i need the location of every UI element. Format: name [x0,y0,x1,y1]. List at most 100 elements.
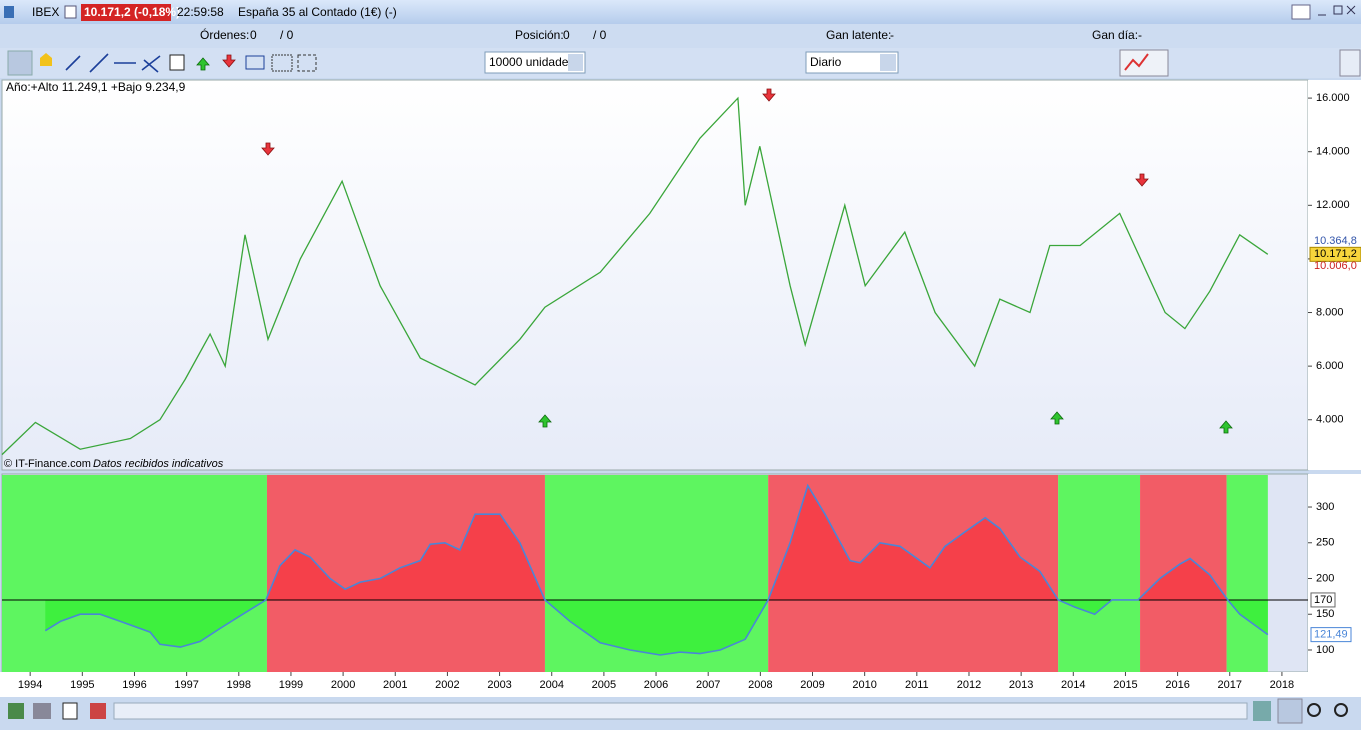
day-label: Gan día: [1092,28,1138,42]
source-note: Datos recibidos indicativos [93,458,224,470]
x-tick-label: 2016 [1165,679,1189,691]
last-label: 121,49 [1314,629,1348,641]
orders-pending: / 0 [280,28,294,42]
zoom-auto[interactable] [1277,698,1303,724]
chart-0: 4.0006.0008.00010.00012.00014.00016.0001… [1,92,1361,456]
source: © IT-Finance.com [4,458,91,470]
price-panel [1,79,1309,471]
zoom-in[interactable] [1334,703,1348,717]
quantity-select[interactable] [484,51,586,74]
position: 0 [563,28,570,42]
time: 22:59:58 [177,5,224,19]
latent-label: Gan latente: [826,28,891,42]
x-tick-label: 2017 [1218,679,1242,691]
region [2,475,267,672]
systems-button[interactable] [90,703,106,719]
window-control-icons [1318,5,1356,16]
list-button[interactable] [62,702,78,720]
x-tick-label: 2011 [905,679,929,691]
x-tick-label: 1994 [18,679,42,691]
y-tick-label: 100 [1316,644,1334,656]
chart-type-button[interactable] [1119,49,1169,77]
rect-tool[interactable] [245,55,265,70]
period: Diario [810,55,842,69]
export-button[interactable] [8,703,24,719]
x-axis-band [0,672,1361,697]
quote: 10.171,2 (-0,18%) [84,5,180,19]
pointer-tool[interactable] [7,50,33,76]
high-label: 10.364,8 [1314,235,1357,247]
x-tick-label: 2000 [331,679,355,691]
x-tick-label: 2008 [748,679,772,691]
chart-1: 170 100 150 200 250 300 1994 1995 1996 1997 1998 19… [2,475,1352,691]
series-line [1,96,1269,456]
last-box [1310,627,1352,643]
drawing-tools[interactable] [65,53,161,73]
app-icon[interactable] [4,6,14,18]
x-tick-label: 2006 [644,679,668,691]
info-icon[interactable] [64,5,77,19]
price-subtitle: Año:+Alto 11.249,1 +Bajo 9.234,9 [6,80,186,94]
x-tick-label: 2007 [696,679,720,691]
level-box [1310,592,1336,608]
latent: - [890,28,894,42]
y-tick-label: 8.000 [1316,306,1344,318]
day: - [1138,28,1142,42]
x-tick-label: 2005 [592,679,616,691]
period-select[interactable] [805,51,899,74]
scrollbar[interactable] [113,702,1248,720]
tool-button[interactable] [1253,701,1271,721]
x-tick-label: 2003 [487,679,511,691]
price-axis [1308,80,1361,470]
area-below [45,599,1268,655]
chart-type-icon [1124,53,1149,71]
instrument: España 35 al Contado (1€) (-) [238,5,397,19]
grid-tool[interactable] [297,54,317,72]
side-toggle[interactable] [1339,49,1361,77]
y-tick-label: 200 [1316,572,1334,584]
symbol: IBEX [32,5,59,19]
indicators-button[interactable] [33,703,51,719]
keyboard-button[interactable] [1291,4,1311,20]
area-above [45,485,1268,600]
y-tick-label: 4.000 [1316,414,1344,426]
y-tick-label: 12.000 [1316,199,1350,211]
orders-label: Órdenes: [200,27,249,42]
x-tick-label: 2014 [1061,679,1085,691]
low-label: 10.006,0 [1314,260,1357,272]
x-tick-label: 2015 [1113,679,1137,691]
x-tick-label: 1998 [227,679,251,691]
x-tick-label: 2004 [539,679,563,691]
position-label: Posición: [515,28,564,42]
quantity: 10000 unidades [489,55,574,69]
y-tick-label: 14.000 [1316,146,1350,158]
last-label: 10.171,2 [1314,248,1357,260]
quantity-arrow[interactable] [568,54,583,71]
text-tool[interactable] [169,54,185,71]
orders: 0 [250,28,257,42]
x-tick-label: 2013 [1009,679,1033,691]
x-tick-label: 2009 [800,679,824,691]
x-tick-label: 2018 [1270,679,1294,691]
region [1226,475,1268,672]
region [1058,475,1141,672]
zoom-out[interactable] [1307,703,1321,717]
x-tick-label: 2012 [957,679,981,691]
title-bar [0,0,1361,24]
y-tick-label: 300 [1316,501,1334,513]
fib-tool[interactable] [271,54,293,72]
x-tick-label: 1996 [122,679,146,691]
y-tick-label: 6.000 [1316,360,1344,372]
x-tick-label: 1997 [174,679,198,691]
x-tick-label: 2002 [435,679,459,691]
x-tick-label: 1995 [70,679,94,691]
alert-tool[interactable] [40,53,52,66]
last-box [1309,246,1361,262]
y-tick-label: 150 [1316,608,1334,620]
quote-box [81,4,171,21]
period-arrow[interactable] [880,54,896,71]
y-tick-label: 16.000 [1316,92,1350,104]
level-label: 170 [1314,594,1332,606]
